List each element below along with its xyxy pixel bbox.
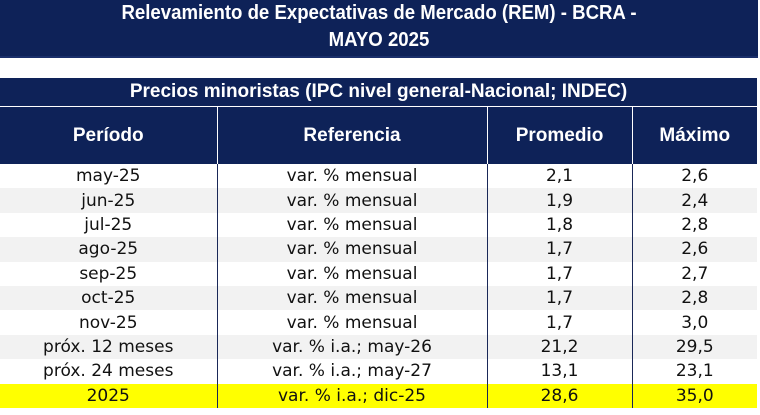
cell-referencia: var. % mensual xyxy=(216,285,487,311)
cell-promedio: 1,8 xyxy=(486,212,632,238)
cell-promedio: 28,6 xyxy=(486,383,632,408)
table-row: nov-25 var. % mensual 1,7 3,0 xyxy=(0,310,757,335)
report-title: Relevamiento de Expectativas de Mercado … xyxy=(0,0,758,58)
cell-promedio: 13,1 xyxy=(486,359,632,384)
cell-maximo: 3,0 xyxy=(631,310,757,335)
table-row: may-25 var. % mensual 2,1 2,6 xyxy=(0,164,757,189)
cell-maximo: 35,0 xyxy=(631,383,757,408)
cell-maximo: 2,4 xyxy=(631,188,757,213)
table-row: 2025 var. % i.a.; dic-25 28,6 35,0 xyxy=(0,383,757,408)
cell-promedio: 1,7 xyxy=(486,261,632,286)
inflation-expectations-table: Precios minoristas (IPC nivel general-Na… xyxy=(0,78,757,408)
table-row: jun-25 var. % mensual 1,9 2,4 xyxy=(0,188,757,213)
title-line-1: Relevamiento de Expectativas de Mercado … xyxy=(121,2,637,24)
table-caption: Precios minoristas (IPC nivel general-Na… xyxy=(0,78,757,107)
cell-promedio: 21,2 xyxy=(486,334,632,360)
cell-periodo: próx. 12 meses xyxy=(0,334,217,360)
cell-referencia: var. % i.a.; dic-25 xyxy=(216,383,487,408)
cell-promedio: 1,9 xyxy=(486,188,632,213)
cell-periodo: nov-25 xyxy=(78,312,138,333)
cell-periodo: jul-25 xyxy=(84,214,133,235)
cell-referencia: var. % mensual xyxy=(216,237,487,262)
header-referencia: Referencia xyxy=(216,106,487,164)
cell-promedio: 2,1 xyxy=(486,164,632,189)
header-periodo: Período xyxy=(0,106,217,164)
cell-maximo: 2,7 xyxy=(631,261,757,286)
cell-promedio: 1,7 xyxy=(486,237,632,262)
cell-promedio: 1,7 xyxy=(486,285,632,311)
cell-maximo: 2,8 xyxy=(631,212,757,238)
table-row: próx. 24 meses var. % i.a.; may-27 13,1 23,… xyxy=(0,359,757,384)
cell-maximo: 2,6 xyxy=(631,237,757,262)
cell-referencia: var. % mensual xyxy=(216,164,487,189)
header-row: Período Referencia Promedio Máximo xyxy=(0,106,757,164)
cell-maximo: 23,1 xyxy=(631,359,757,384)
cell-referencia: var. % mensual xyxy=(216,212,487,238)
cell-maximo: 29,5 xyxy=(631,334,757,360)
cell-referencia: var. % mensual xyxy=(216,188,487,213)
cell-periodo: may-25 xyxy=(75,166,141,187)
table-row: oct-25 var. % mensual 1,7 2,8 xyxy=(0,285,757,311)
cell-periodo: 2025 xyxy=(0,383,217,408)
table-row: sep-25 var. % mensual 1,7 2,7 xyxy=(0,261,757,286)
cell-promedio: 1,7 xyxy=(486,310,632,335)
cell-maximo: 2,6 xyxy=(631,164,757,189)
cell-maximo: 2,8 xyxy=(631,285,757,311)
cell-referencia: var. % i.a.; may-27 xyxy=(216,359,487,384)
cell-referencia: var. % i.a.; may-26 xyxy=(216,334,487,360)
cell-referencia: var. % mensual xyxy=(216,310,487,335)
cell-periodo: próx. 24 meses xyxy=(43,361,174,382)
cell-periodo: oct-25 xyxy=(0,285,217,311)
table-row: ago-25 var. % mensual 1,7 2,6 xyxy=(0,237,757,262)
header-maximo: Máximo xyxy=(631,106,757,164)
title-line-2: MAYO 2025 xyxy=(328,29,430,51)
cell-periodo: sep-25 xyxy=(79,263,138,284)
cell-periodo: ago-25 xyxy=(0,237,217,262)
header-promedio: Promedio xyxy=(486,106,632,164)
table-row: jul-25 var. % mensual 1,8 2,8 xyxy=(0,212,757,238)
cell-referencia: var. % mensual xyxy=(216,261,487,286)
cell-periodo: jun-25 xyxy=(0,188,217,213)
table-row: próx. 12 meses var. % i.a.; may-26 21,2 29,… xyxy=(0,334,757,360)
